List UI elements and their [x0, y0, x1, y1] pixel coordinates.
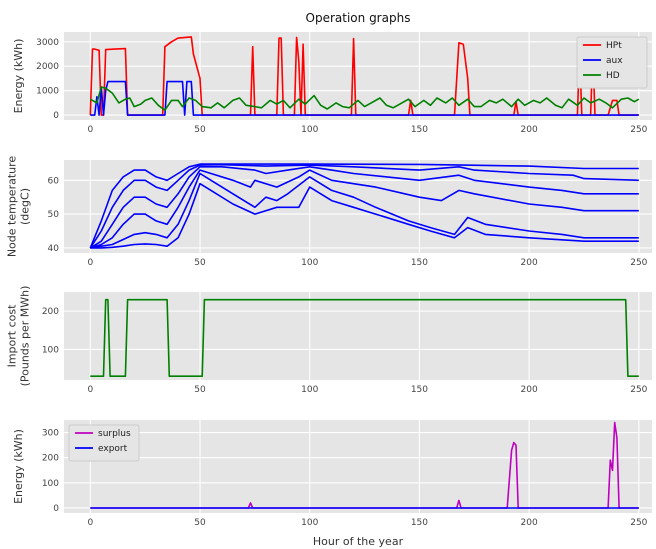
x-tick-label: 250: [630, 258, 647, 268]
panel-2: 0 50 100 150 200 250 40 50 60 Node temperature (de…: [6, 156, 652, 268]
y-tick-label: 60: [48, 176, 60, 186]
x-tick-label: 200: [521, 125, 538, 135]
y-axis-label: Import cost: [6, 304, 19, 368]
y-axis-label: (Pounds per MWh): [19, 286, 32, 387]
plot-background: [64, 292, 652, 380]
y-tick-label: 2000: [36, 62, 59, 72]
x-tick-label: 200: [521, 258, 538, 268]
x-tick-label: 150: [411, 258, 428, 268]
y-tick-label: 100: [42, 345, 59, 355]
x-tick-label: 50: [194, 125, 206, 135]
y-tick-label: 200: [42, 454, 59, 464]
legend-entry: HD: [606, 71, 620, 81]
y-tick-label: 1000: [36, 87, 59, 97]
y-tick-label: 0: [53, 504, 59, 514]
x-tick-label: 250: [630, 125, 647, 135]
y-tick-label: 3000: [36, 38, 59, 48]
x-tick-label: 100: [301, 518, 318, 528]
series-line-4: [90, 169, 639, 249]
series-line-3: [89, 166, 639, 249]
x-axis-label: Hour of the year: [313, 535, 404, 548]
y-tick-label: 100: [42, 479, 59, 489]
y-tick-label: 50: [48, 210, 60, 220]
panel-1: 0 50 100 150 200 250 0 1000 2000 3000 Energy (kWh)…: [12, 32, 652, 135]
panel-3: 0 50 100 150 200 250 100 200 Import cost (Pounds …: [6, 286, 652, 395]
series-line-hd: [89, 86, 640, 111]
y-axis-label: (degC): [19, 188, 32, 225]
series-line-1: [89, 163, 639, 249]
x-tick-label: 200: [521, 385, 538, 395]
legend-entry: aux: [606, 56, 623, 66]
x-tick-label: 150: [411, 385, 428, 395]
x-tick-label: 100: [301, 125, 318, 135]
x-tick-label: 0: [87, 518, 93, 528]
x-tick-label: 200: [521, 518, 538, 528]
series-line-2: [89, 163, 639, 249]
x-tick-label: 250: [630, 518, 647, 528]
y-tick-label: 40: [48, 244, 60, 254]
y-axis-label: Node temperature: [6, 156, 19, 258]
x-tick-label: 0: [87, 125, 93, 135]
x-tick-label: 100: [301, 258, 318, 268]
x-tick-label: 150: [411, 125, 428, 135]
x-tick-label: 50: [194, 518, 206, 528]
plot-background: [64, 32, 652, 120]
x-tick-label: 250: [630, 385, 647, 395]
legend-entry: surplus: [98, 429, 131, 439]
legend-entry: HPt: [606, 41, 622, 51]
panel-4: 0 50 100 150 200 250 0 100 200 300 Energy (kWh) sur…: [12, 420, 652, 528]
series-line-1: [90, 298, 639, 377]
series-line-5: [90, 172, 639, 249]
y-tick-label: 300: [42, 429, 59, 439]
legend-box: [68, 424, 140, 462]
y-axis-label: Energy (kWh): [12, 429, 25, 504]
x-tick-label: 100: [301, 385, 318, 395]
y-axis-label: Energy (kWh): [12, 39, 25, 114]
series-line-6: [90, 182, 639, 249]
plot-background: [64, 420, 652, 513]
x-tick-label: 0: [87, 258, 93, 268]
x-tick-label: 0: [87, 385, 93, 395]
x-tick-label: 150: [411, 518, 428, 528]
legend-entry: export: [98, 444, 128, 454]
y-tick-label: 200: [42, 307, 59, 317]
x-tick-label: 50: [194, 385, 206, 395]
x-tick-label: 50: [194, 258, 206, 268]
figure-title: Operation graphs: [306, 11, 411, 25]
y-tick-label: 0: [53, 111, 59, 121]
